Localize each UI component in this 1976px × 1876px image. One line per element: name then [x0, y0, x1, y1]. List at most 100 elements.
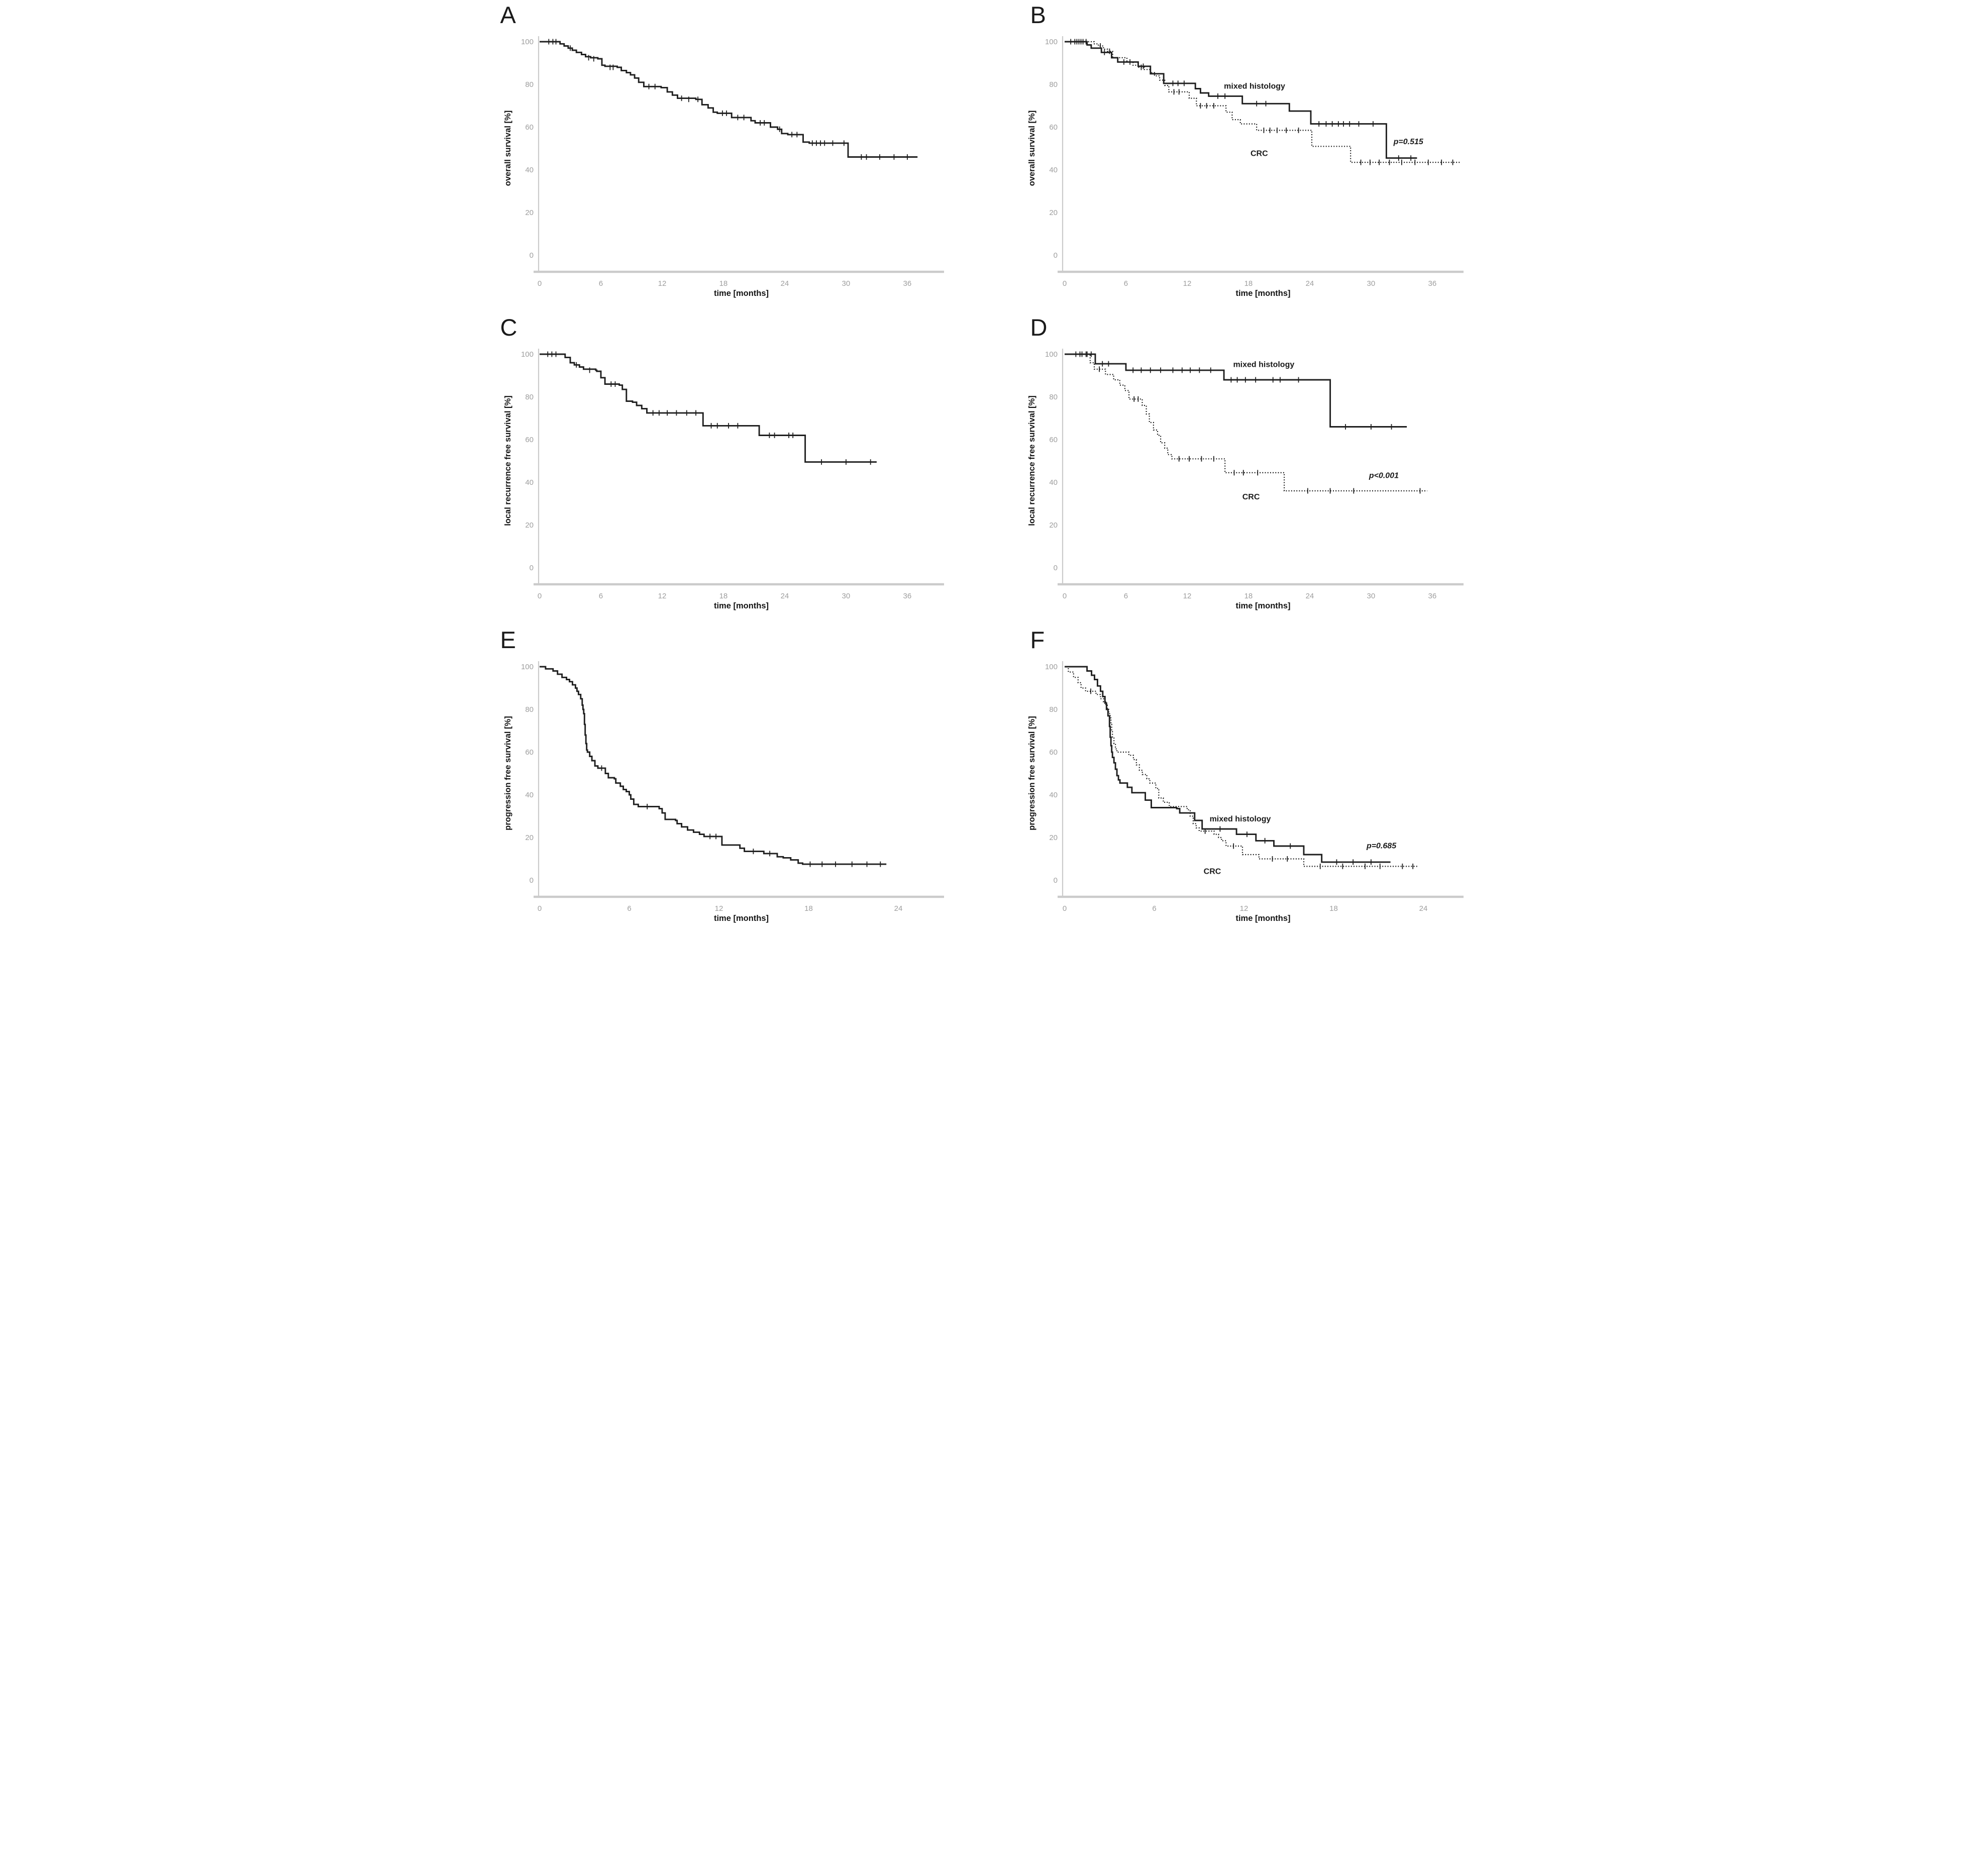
x-axis-title: time [months]: [1235, 914, 1290, 923]
x-tick-label: 36: [903, 592, 911, 600]
series-inline-label: mixed histology: [1224, 82, 1285, 91]
x-tick-label: 24: [780, 592, 789, 600]
km-chart-local-recurrence-free-all: 0 20 40 60 80 100 0 6 12 18 24 30 36 time [months] loc…: [503, 349, 944, 610]
y-tick-label: 60: [1049, 436, 1058, 444]
x-tick-label: 6: [1152, 904, 1156, 913]
km-curve-mixed-histology: [1064, 666, 1391, 863]
x-axis-title: time [months]: [713, 914, 768, 923]
x-axis-title: time [months]: [713, 289, 768, 298]
x-tick-label: 24: [1305, 592, 1314, 600]
km-figure: A 0 20 40 60 80 100 0 6 12 18 24 30 36 time [months] o…: [494, 0, 1482, 937]
x-tick-label: 18: [1329, 904, 1338, 913]
x-tick-label: 30: [1367, 592, 1375, 600]
x-tick-label: 18: [804, 904, 813, 913]
x-tick-label: 12: [658, 279, 666, 288]
km-curve-crc: [1064, 353, 1427, 492]
y-tick-label: 100: [521, 38, 533, 46]
x-tick-label: 12: [658, 592, 666, 600]
x-tick-label: 12: [1183, 279, 1191, 288]
panel-letter-e: E: [500, 627, 516, 653]
km-chart-overall-survival-all: 0 20 40 60 80 100 0 6 12 18 24 30 36 time [months] ove…: [503, 36, 944, 298]
x-tick-label: 12: [1239, 904, 1248, 913]
panel-letter-a: A: [500, 2, 516, 28]
y-tick-label: 40: [1049, 166, 1058, 174]
y-tick-label: 0: [529, 876, 533, 885]
y-axis-title: local recurrence free survival [%]: [1027, 395, 1036, 526]
km-chart-progression-free-all: 0 20 40 60 80 100 0 6 12 18 24 time [months] progres…: [503, 661, 944, 923]
y-tick-label: 80: [1049, 705, 1058, 714]
y-tick-label: 20: [1049, 521, 1058, 530]
y-tick-label: 80: [525, 80, 534, 89]
x-tick-label: 24: [1419, 904, 1427, 913]
km-curve-crc: [1064, 666, 1417, 867]
x-tick-label: 36: [903, 279, 911, 288]
panel-a: A 0 20 40 60 80 100 0 6 12 18 24 30 36 time [months] o…: [494, 0, 988, 312]
y-tick-label: 100: [1045, 663, 1057, 671]
y-tick-label: 60: [1049, 123, 1058, 132]
km-chart-local-recurrence-free-by-histology: 0 20 40 60 80 100 0 6 12 18 24 30 36 time [months] loc…: [1027, 349, 1464, 610]
y-tick-label: 60: [525, 748, 534, 757]
x-tick-label: 6: [598, 279, 602, 288]
y-tick-label: 40: [525, 791, 534, 799]
y-tick-label: 20: [525, 209, 534, 217]
x-tick-label: 6: [1123, 279, 1127, 288]
x-axis-title: time [months]: [1235, 601, 1290, 610]
panel-c: C 0 20 40 60 80 100 0 6 12 18 24 30 36 time [months] l…: [494, 312, 988, 625]
x-tick-label: 18: [719, 592, 727, 600]
x-tick-label: 0: [1062, 592, 1066, 600]
km-curve-mixed-histology: [1064, 41, 1417, 159]
x-tick-label: 30: [842, 592, 850, 600]
y-axis-title: local recurrence free survival [%]: [503, 395, 512, 526]
x-tick-label: 12: [714, 904, 723, 913]
panel-letter-d: D: [1030, 314, 1048, 341]
x-tick-label: 36: [1428, 592, 1436, 600]
series-inline-label: mixed histology: [1209, 815, 1271, 823]
x-tick-label: 6: [1123, 592, 1127, 600]
y-axis-title: progression free survival [%]: [503, 716, 512, 830]
y-tick-label: 80: [525, 393, 534, 401]
y-tick-label: 0: [529, 251, 533, 260]
p-value-label: p=0.685: [1366, 842, 1396, 850]
p-value-label: p=0.515: [1393, 138, 1423, 146]
y-tick-label: 0: [1053, 251, 1057, 260]
y-tick-label: 60: [1049, 748, 1058, 757]
y-tick-label: 20: [1049, 833, 1058, 842]
panel-f: F 0 20 40 60 80 100 0 6 12 18 24 time [months] progr…: [988, 625, 1482, 937]
x-tick-label: 0: [537, 279, 541, 288]
y-tick-label: 20: [525, 521, 534, 530]
x-tick-label: 18: [1244, 279, 1253, 288]
km-curve-all-patients: [539, 41, 917, 158]
series-inline-label: CRC: [1242, 493, 1260, 501]
x-axis-title: time [months]: [1235, 289, 1290, 298]
y-tick-label: 60: [525, 436, 534, 444]
x-tick-label: 30: [1367, 279, 1375, 288]
y-tick-label: 40: [525, 166, 534, 174]
y-tick-label: 100: [1045, 38, 1057, 46]
y-axis-title: overall survival [%]: [503, 111, 512, 186]
panel-letter-f: F: [1030, 627, 1045, 653]
y-tick-label: 40: [1049, 478, 1058, 487]
panel-letter-b: B: [1030, 2, 1046, 28]
y-tick-label: 100: [521, 663, 533, 671]
x-axis-title: time [months]: [713, 601, 768, 610]
x-tick-label: 30: [842, 279, 850, 288]
panel-e: E 0 20 40 60 80 100 0 6 12 18 24 time [months] progr…: [494, 625, 988, 937]
km-curve-all-patients: [539, 353, 877, 463]
panel-letter-c: C: [500, 314, 517, 341]
x-tick-label: 0: [537, 592, 541, 600]
y-axis-title: overall survival [%]: [1027, 111, 1036, 186]
km-curve-all-patients: [539, 666, 886, 865]
x-tick-label: 12: [1183, 592, 1191, 600]
x-tick-label: 0: [537, 904, 541, 913]
y-tick-label: 0: [1053, 876, 1057, 885]
y-tick-label: 40: [525, 478, 534, 487]
panel-d: D 0 20 40 60 80 100 0 6 12 18 24 30 36 time [months] l…: [988, 312, 1482, 625]
y-tick-label: 40: [1049, 791, 1058, 799]
x-tick-label: 18: [1244, 592, 1253, 600]
y-tick-label: 100: [1045, 350, 1057, 359]
p-value-label: p<0.001: [1368, 472, 1398, 480]
km-chart-overall-survival-by-histology: 0 20 40 60 80 100 0 6 12 18 24 30 36 time [months] ove…: [1027, 36, 1464, 298]
y-tick-label: 20: [525, 833, 534, 842]
x-tick-label: 24: [1305, 279, 1314, 288]
series-inline-label: CRC: [1251, 149, 1268, 158]
